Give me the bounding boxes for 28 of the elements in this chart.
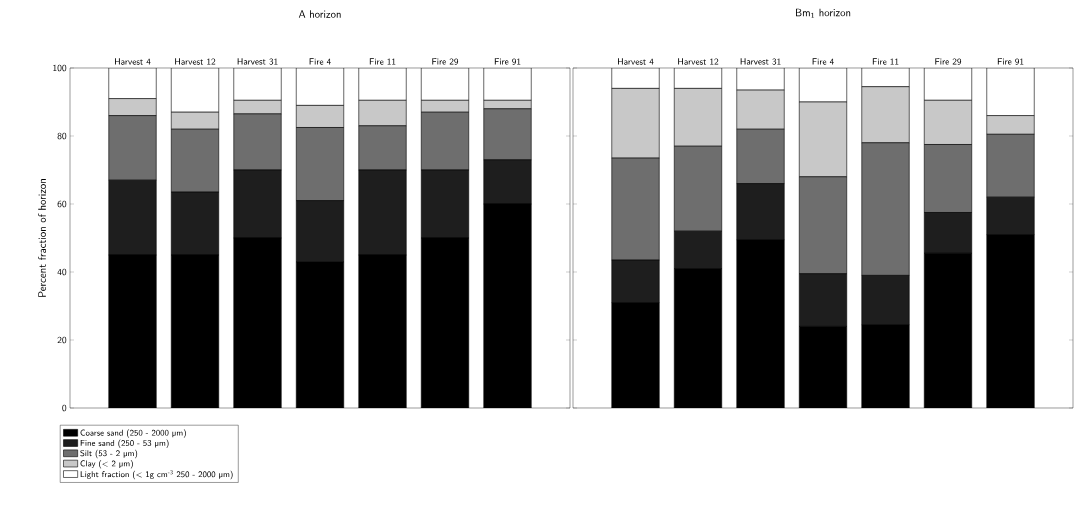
x-tick-label: Harvest 12 bbox=[678, 58, 719, 65]
y-tick-label: 80 bbox=[57, 132, 67, 140]
legend-label: Clay (< 2 µm) bbox=[80, 459, 133, 469]
x-tick-label: Fire 91 bbox=[494, 58, 521, 65]
chart-title: A horizon bbox=[298, 10, 341, 18]
legend-label: Light fraction (< 1g cm$^{-3}$ 250 - 2000 µm) bbox=[80, 470, 233, 480]
x-tick-label: Harvest 12 bbox=[175, 58, 216, 65]
x-tick-label: Fire 11 bbox=[369, 58, 396, 65]
x-tick-label: Fire 29 bbox=[935, 58, 962, 65]
y-tick-label: 100 bbox=[53, 64, 67, 72]
x-tick-label: Fire 91 bbox=[997, 58, 1024, 65]
chart-title: Bm$_{1}$ horizon bbox=[796, 8, 851, 18]
x-tick-label: Fire 29 bbox=[432, 58, 459, 65]
x-tick-label: Harvest 4 bbox=[618, 58, 654, 65]
y-tick-label: 60 bbox=[57, 200, 67, 208]
legend-label: Coarse sand (250 - 2000 µm) bbox=[80, 429, 186, 438]
x-tick-label: Harvest 31 bbox=[740, 58, 781, 65]
legend-label: Fine sand (250 - 53 µm) bbox=[80, 439, 169, 448]
y-tick-label: 20 bbox=[57, 336, 67, 344]
y-tick-label: 0 bbox=[62, 404, 67, 412]
y-axis-title: Percent fraction of horizon bbox=[38, 179, 46, 297]
x-tick-label: Harvest 31 bbox=[237, 58, 278, 65]
x-tick-label: Fire 11 bbox=[872, 58, 899, 65]
legend-label: Silt (53 - 2 µm) bbox=[80, 449, 138, 459]
x-tick-label: Harvest 4 bbox=[115, 58, 151, 65]
x-tick-label: Fire 4 bbox=[309, 58, 331, 65]
x-tick-label: Fire 4 bbox=[812, 58, 834, 65]
y-tick-label: 40 bbox=[57, 268, 67, 276]
